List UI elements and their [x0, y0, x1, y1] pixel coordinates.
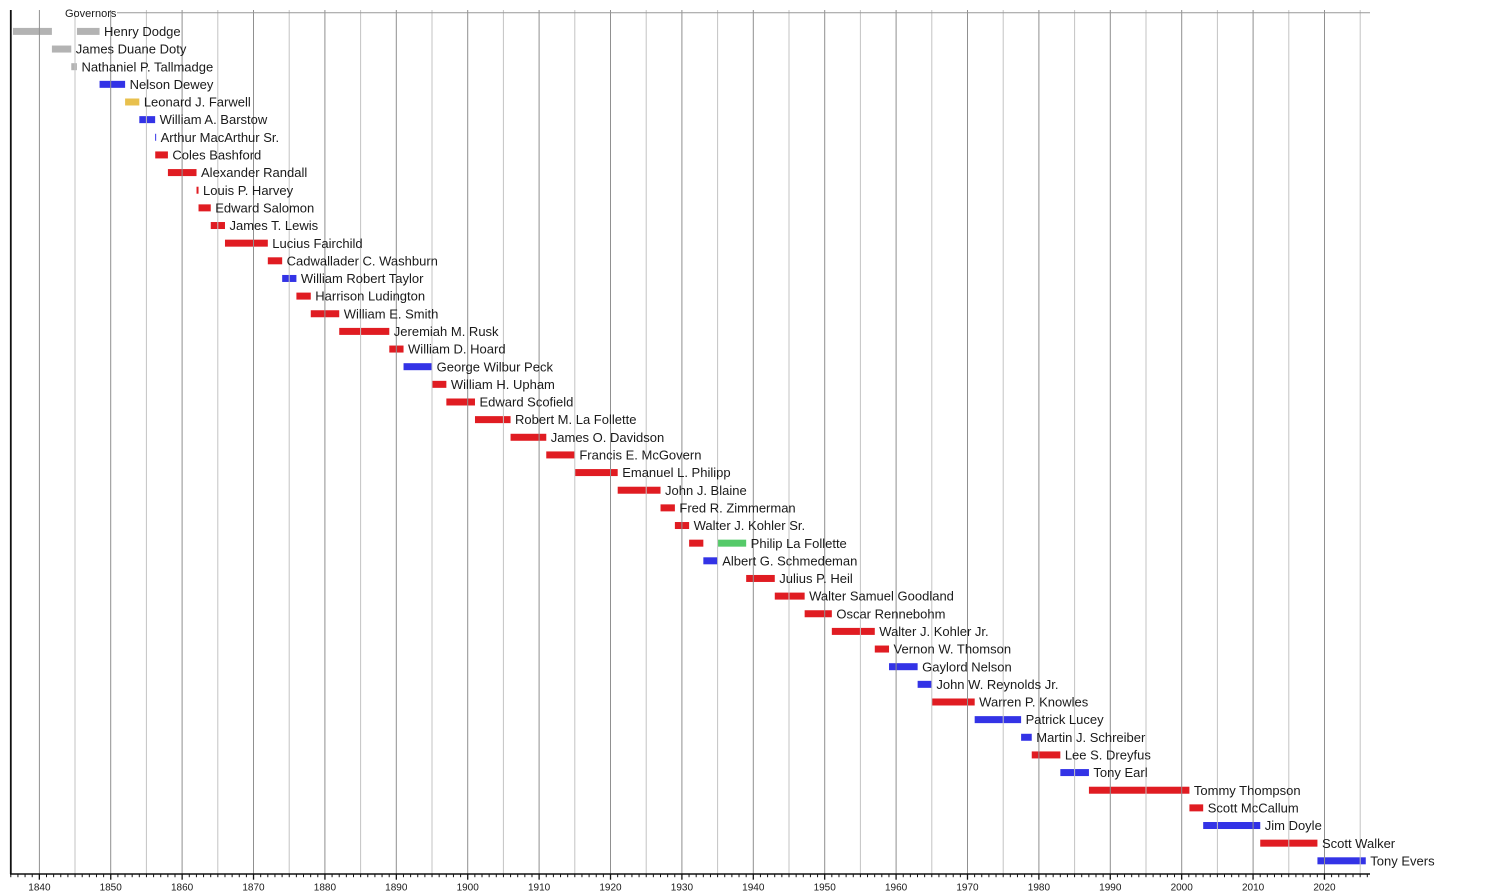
svg-text:1970: 1970 [956, 883, 979, 894]
svg-text:Jeremiah M. Rusk: Jeremiah M. Rusk [394, 324, 499, 339]
svg-text:1910: 1910 [528, 883, 551, 894]
svg-text:1920: 1920 [599, 883, 622, 894]
svg-text:1850: 1850 [100, 883, 123, 894]
svg-text:Philip La Follette: Philip La Follette [751, 536, 847, 551]
svg-text:1930: 1930 [671, 883, 694, 894]
svg-text:William Robert Taylor: William Robert Taylor [301, 271, 424, 286]
svg-text:Tommy Thompson: Tommy Thompson [1194, 783, 1301, 798]
svg-text:James Duane Doty: James Duane Doty [76, 42, 187, 57]
svg-text:William E. Smith: William E. Smith [344, 306, 439, 321]
svg-text:William A. Barstow: William A. Barstow [160, 112, 268, 127]
svg-text:1880: 1880 [314, 883, 337, 894]
svg-text:1890: 1890 [385, 883, 408, 894]
svg-text:Nelson Dewey: Nelson Dewey [130, 77, 214, 92]
svg-text:Robert M. La Follette: Robert M. La Follette [515, 412, 636, 427]
svg-text:Tony Evers: Tony Evers [1370, 853, 1435, 868]
svg-text:1960: 1960 [885, 883, 908, 894]
svg-text:Julius P. Heil: Julius P. Heil [779, 571, 853, 586]
svg-text:2020: 2020 [1313, 883, 1336, 894]
svg-text:1870: 1870 [242, 883, 265, 894]
svg-text:Cadwallader C. Washburn: Cadwallader C. Washburn [287, 253, 438, 268]
svg-text:John J. Blaine: John J. Blaine [665, 483, 747, 498]
svg-text:1980: 1980 [1028, 883, 1051, 894]
svg-text:2000: 2000 [1171, 883, 1194, 894]
svg-text:Arthur MacArthur Sr.: Arthur MacArthur Sr. [161, 130, 279, 145]
svg-text:Leonard J. Farwell: Leonard J. Farwell [144, 95, 251, 110]
svg-text:George Wilbur Peck: George Wilbur Peck [437, 359, 554, 374]
svg-text:Scott Walker: Scott Walker [1322, 836, 1396, 851]
svg-text:Scott McCallum: Scott McCallum [1208, 800, 1299, 815]
svg-text:Fred R. Zimmerman: Fred R. Zimmerman [679, 500, 795, 515]
svg-text:1840: 1840 [28, 883, 51, 894]
svg-text:1940: 1940 [742, 883, 765, 894]
svg-text:Gaylord Nelson: Gaylord Nelson [922, 659, 1012, 674]
svg-text:1950: 1950 [814, 883, 837, 894]
svg-text:Walter J. Kohler Jr.: Walter J. Kohler Jr. [879, 624, 988, 639]
svg-text:Patrick Lucey: Patrick Lucey [1026, 712, 1105, 727]
svg-text:Harrison Ludington: Harrison Ludington [315, 289, 425, 304]
svg-text:1990: 1990 [1099, 883, 1122, 894]
svg-text:Edward Salomon: Edward Salomon [215, 200, 314, 215]
svg-text:Nathaniel P. Tallmadge: Nathaniel P. Tallmadge [81, 59, 213, 74]
svg-text:Francis E. McGovern: Francis E. McGovern [579, 448, 701, 463]
svg-text:James T. Lewis: James T. Lewis [229, 218, 318, 233]
svg-text:Vernon W. Thomson: Vernon W. Thomson [894, 642, 1012, 657]
svg-text:Edward Scofield: Edward Scofield [479, 395, 573, 410]
svg-text:Martin J. Schreiber: Martin J. Schreiber [1036, 730, 1146, 745]
svg-text:Coles Bashford: Coles Bashford [172, 148, 261, 163]
svg-text:Walter J. Kohler Sr.: Walter J. Kohler Sr. [694, 518, 806, 533]
svg-text:Emanuel L. Philipp: Emanuel L. Philipp [622, 465, 730, 480]
svg-text:James O. Davidson: James O. Davidson [551, 430, 664, 445]
svg-text:Henry Dodge: Henry Dodge [104, 24, 181, 39]
svg-text:1900: 1900 [457, 883, 480, 894]
svg-text:Alexander Randall: Alexander Randall [201, 165, 307, 180]
svg-text:Lucius Fairchild: Lucius Fairchild [272, 236, 362, 251]
svg-text:2010: 2010 [1242, 883, 1265, 894]
svg-text:Albert G. Schmedeman: Albert G. Schmedeman [722, 553, 857, 568]
svg-text:Oscar Rennebohm: Oscar Rennebohm [836, 606, 945, 621]
svg-text:Walter Samuel Goodland: Walter Samuel Goodland [809, 589, 954, 604]
svg-text:William D. Hoard: William D. Hoard [408, 342, 506, 357]
svg-text:Governors: Governors [65, 8, 117, 20]
svg-text:Jim Doyle: Jim Doyle [1265, 818, 1322, 833]
svg-text:William H. Upham: William H. Upham [451, 377, 555, 392]
svg-text:Warren P. Knowles: Warren P. Knowles [979, 695, 1089, 710]
svg-text:John W. Reynolds Jr.: John W. Reynolds Jr. [936, 677, 1058, 692]
svg-text:Lee S. Dreyfus: Lee S. Dreyfus [1065, 748, 1151, 763]
svg-text:Louis P. Harvey: Louis P. Harvey [203, 183, 294, 198]
svg-text:1860: 1860 [171, 883, 194, 894]
svg-text:Tony Earl: Tony Earl [1093, 765, 1147, 780]
